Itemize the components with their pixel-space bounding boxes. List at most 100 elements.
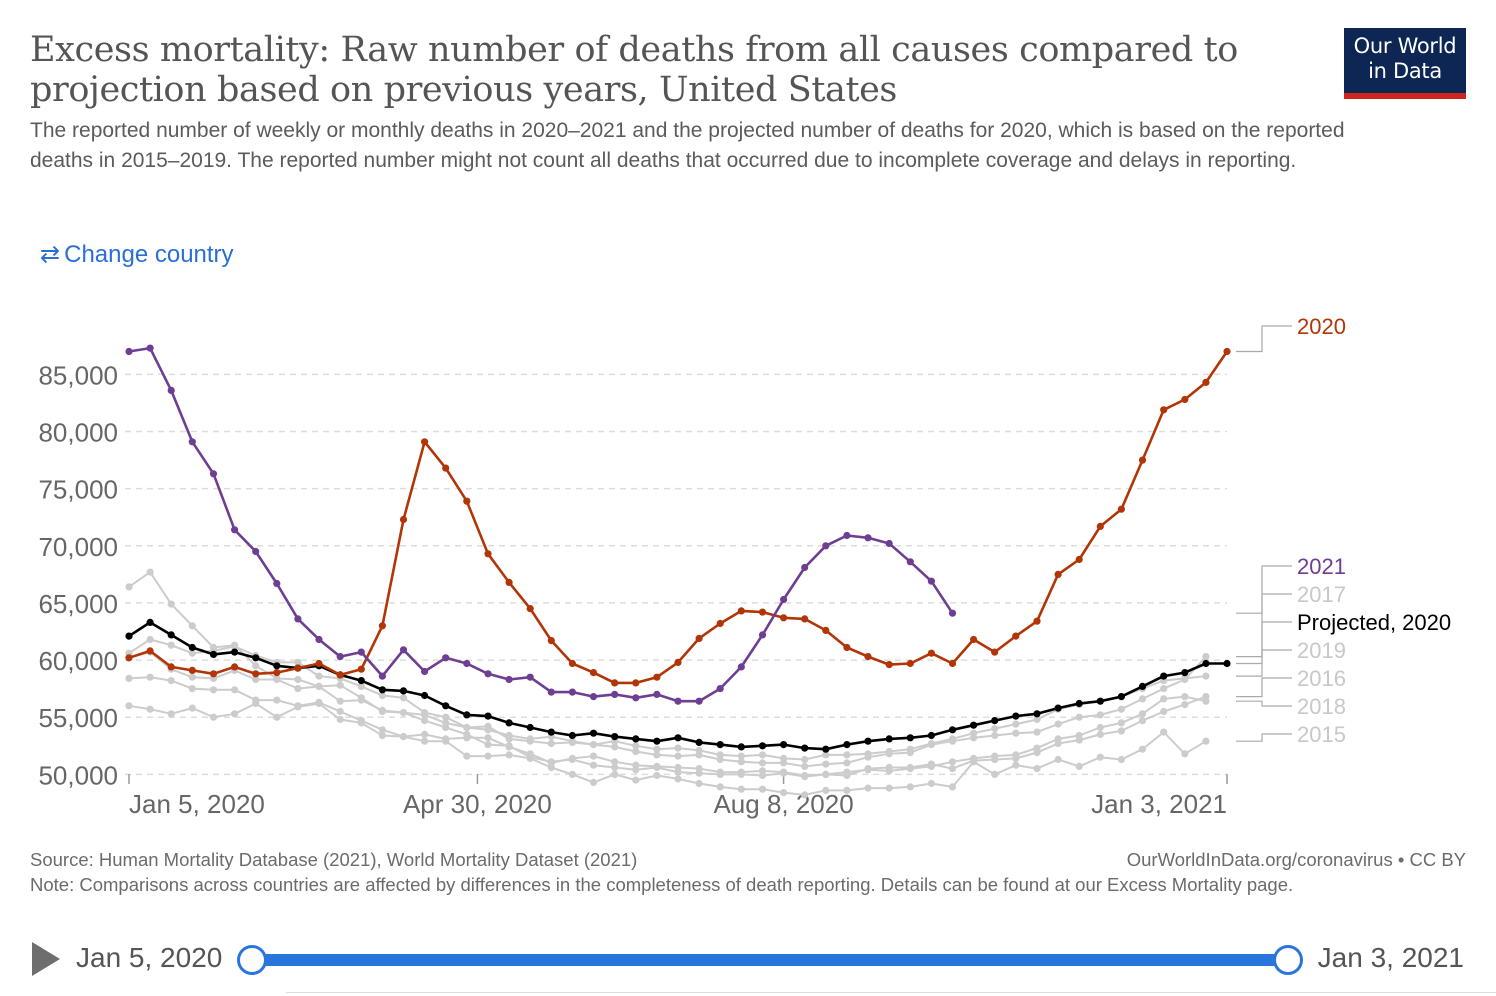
change-country-button[interactable]: ⇄ Change country — [40, 240, 234, 269]
data-point — [315, 635, 323, 644]
data-point — [1138, 745, 1147, 753]
data-point — [927, 649, 936, 657]
chart-subtitle: The reported number of weekly or monthly… — [30, 119, 1345, 172]
data-point — [1138, 695, 1147, 703]
data-point — [695, 779, 703, 788]
data-point — [1138, 717, 1147, 725]
note-text: Note: Comparisons across countries are a… — [30, 874, 1294, 895]
data-point — [780, 789, 788, 797]
y-tick-label: 75,000 — [38, 475, 118, 505]
data-point — [252, 670, 260, 678]
data-point — [1117, 693, 1125, 701]
legend-label: 2020 — [1297, 314, 1346, 339]
data-point — [1223, 347, 1231, 356]
series-line-2021 — [128, 346, 954, 703]
data-point — [843, 751, 851, 759]
data-point — [357, 677, 365, 685]
data-point — [674, 752, 682, 760]
data-point — [231, 686, 239, 694]
data-point — [547, 728, 555, 736]
data-point — [864, 766, 872, 774]
data-point — [1075, 699, 1083, 708]
data-point — [421, 691, 429, 700]
legend-connector — [1236, 733, 1292, 742]
data-point — [378, 731, 386, 740]
data-point — [822, 626, 830, 634]
data-point — [737, 758, 745, 766]
data-point — [1075, 555, 1083, 564]
data-point — [336, 697, 344, 705]
data-point — [252, 662, 260, 670]
data-point — [547, 688, 555, 696]
data-point — [716, 783, 724, 791]
series-line-2020 — [128, 350, 1229, 685]
data-point — [1117, 727, 1125, 735]
series-line-2015 — [128, 702, 1207, 796]
data-point — [970, 635, 978, 644]
y-tick-label: 85,000 — [38, 360, 118, 390]
excess-mortality-chart: 50,000 55,000 60,000 65,000 70,000 75,000 80,0… — [38, 314, 1451, 819]
data-point — [801, 744, 809, 752]
data-point — [801, 755, 809, 764]
data-point — [695, 769, 703, 777]
data-point — [1160, 695, 1168, 703]
data-point — [991, 752, 999, 760]
legend-label: 2021 — [1297, 554, 1346, 579]
data-point — [737, 743, 745, 751]
data-point — [1202, 737, 1210, 745]
data-point — [991, 770, 999, 778]
timeline-end-handle[interactable] — [1273, 945, 1303, 975]
data-point — [737, 607, 745, 615]
legend-label: Projected, 2020 — [1297, 610, 1451, 635]
data-point — [378, 706, 386, 714]
data-point — [716, 770, 724, 778]
data-point — [758, 631, 767, 639]
data-point — [167, 710, 175, 718]
data-point — [568, 688, 577, 696]
y-tick-label: 60,000 — [38, 646, 118, 676]
data-point — [632, 735, 640, 743]
legend-label: 2015 — [1297, 722, 1346, 747]
data-point — [1138, 456, 1147, 464]
data-point — [1181, 669, 1189, 677]
legend-connector — [1236, 677, 1292, 698]
data-point — [632, 679, 640, 687]
data-point — [231, 648, 239, 656]
license-text[interactable]: OurWorldInData.org/coronavirus • CC BY — [1126, 849, 1466, 870]
data-point — [611, 679, 619, 687]
data-point — [146, 635, 154, 644]
data-point — [526, 723, 534, 732]
series-line-2019 — [128, 651, 1207, 761]
data-point — [273, 696, 281, 704]
data-point — [568, 755, 577, 764]
data-point — [315, 698, 323, 706]
data-point — [1117, 705, 1125, 713]
data-point — [632, 742, 640, 750]
data-point — [1096, 753, 1104, 761]
data-point — [758, 608, 767, 616]
data-point — [632, 776, 640, 784]
data-point — [589, 752, 598, 760]
logo-line-1: Our World — [1353, 34, 1457, 58]
data-point — [273, 675, 281, 684]
data-point — [632, 766, 640, 774]
data-point — [273, 579, 281, 588]
play-icon[interactable] — [32, 942, 60, 976]
owid-logo[interactable]: Our World in Data — [1344, 28, 1466, 99]
data-point — [1075, 713, 1083, 721]
data-point — [484, 726, 492, 734]
data-point — [632, 747, 640, 756]
data-point — [906, 734, 914, 742]
data-point — [864, 784, 872, 792]
data-point — [167, 641, 175, 649]
data-point — [674, 768, 682, 776]
data-point — [125, 347, 133, 356]
data-point — [948, 609, 957, 617]
data-point — [252, 675, 260, 684]
timeline-track[interactable] — [252, 954, 1288, 966]
data-point — [801, 791, 809, 799]
legend-label: 2017 — [1297, 582, 1346, 607]
data-point — [146, 705, 154, 713]
timeline-start-handle[interactable] — [237, 945, 267, 975]
data-point — [1012, 712, 1020, 720]
